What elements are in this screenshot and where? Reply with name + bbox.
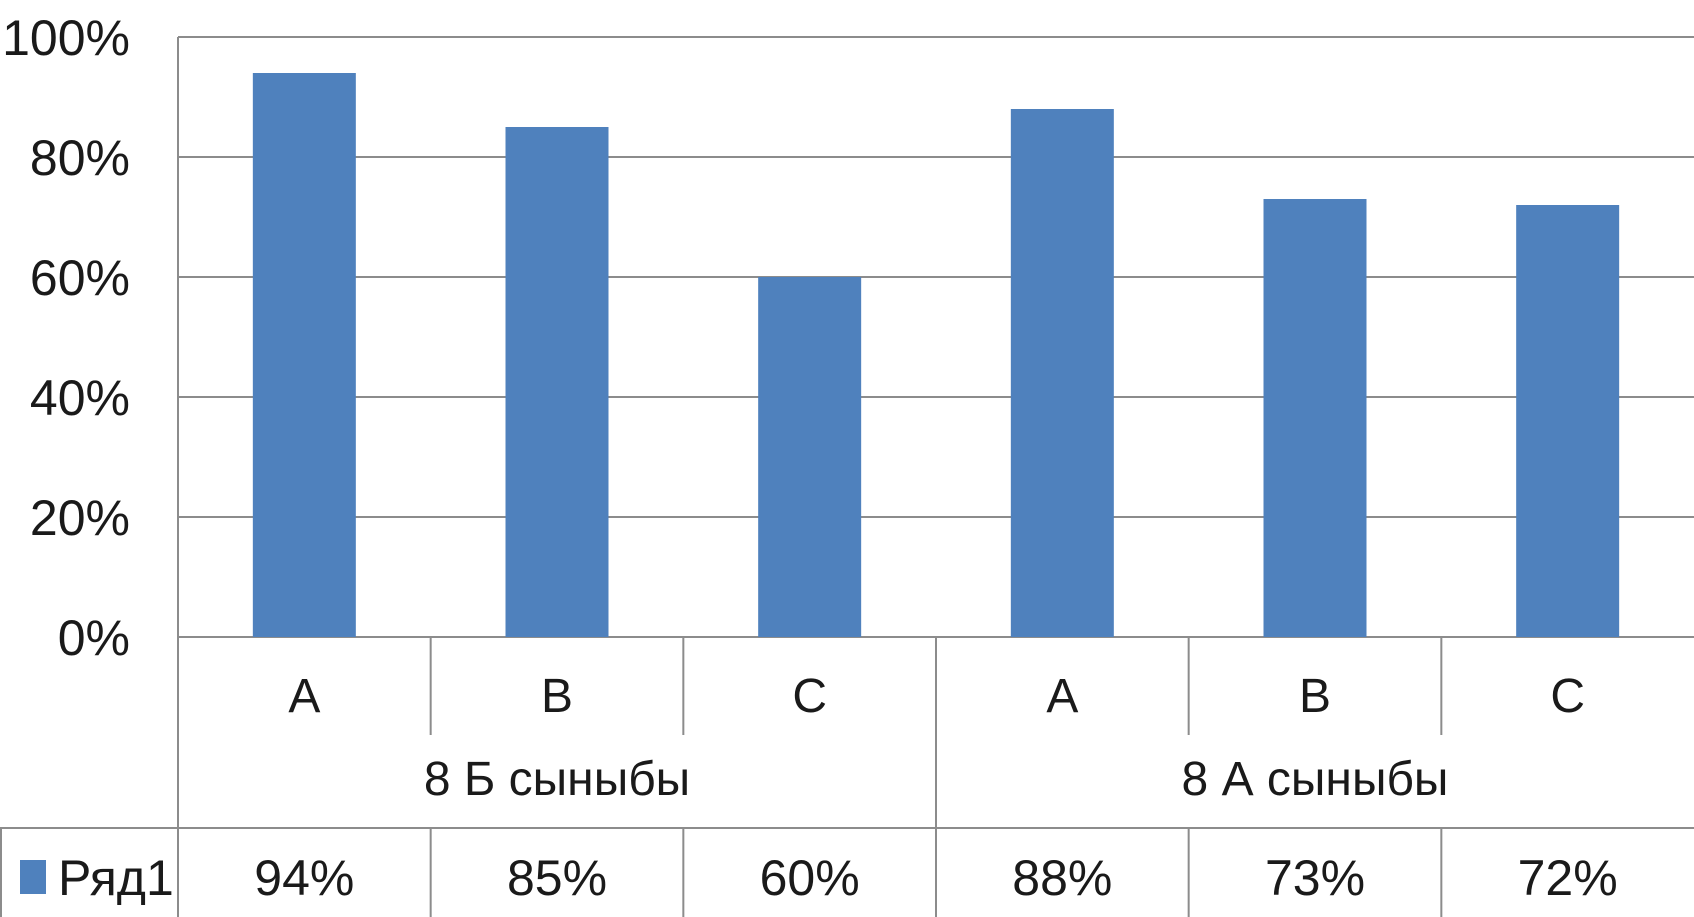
bar bbox=[252, 73, 356, 637]
data-label: 72% bbox=[1518, 850, 1618, 906]
data-label: 94% bbox=[254, 850, 354, 906]
data-label: 60% bbox=[760, 850, 860, 906]
group-label: 8 А сыныбы bbox=[1182, 753, 1449, 806]
y-axis-ticks: 0% 20% 40% 60% 80% 100% bbox=[2, 10, 130, 666]
y-tick-label: 20% bbox=[30, 490, 130, 546]
gridlines bbox=[178, 36, 1694, 638]
group-labels: 8 Б сыныбы 8 А сыныбы bbox=[424, 753, 1449, 806]
axes bbox=[177, 37, 1443, 917]
data-label: 85% bbox=[507, 850, 607, 906]
bar bbox=[1516, 205, 1620, 637]
bars bbox=[252, 73, 1620, 637]
category-label: B bbox=[1299, 670, 1331, 723]
data-table: Ряд1 94% 85% 60% 88% 73% 72% bbox=[0, 827, 1694, 917]
data-label: 88% bbox=[1012, 850, 1112, 906]
category-label: B bbox=[541, 670, 573, 723]
group-label: 8 Б сыныбы bbox=[424, 753, 690, 806]
category-label: A bbox=[1046, 670, 1078, 723]
legend-label: Ряд1 bbox=[58, 850, 174, 906]
bar bbox=[1010, 109, 1114, 637]
y-tick-label: 100% bbox=[2, 10, 130, 66]
y-tick-label: 0% bbox=[58, 610, 130, 666]
legend-swatch bbox=[20, 860, 46, 894]
category-label: C bbox=[792, 670, 827, 723]
bar bbox=[505, 127, 609, 637]
bar bbox=[758, 277, 862, 637]
category-label: A bbox=[288, 670, 320, 723]
category-label: C bbox=[1550, 670, 1585, 723]
bar bbox=[1263, 199, 1367, 637]
y-tick-label: 80% bbox=[30, 130, 130, 186]
y-tick-label: 40% bbox=[30, 370, 130, 426]
data-label: 73% bbox=[1265, 850, 1365, 906]
y-tick-label: 60% bbox=[30, 250, 130, 306]
